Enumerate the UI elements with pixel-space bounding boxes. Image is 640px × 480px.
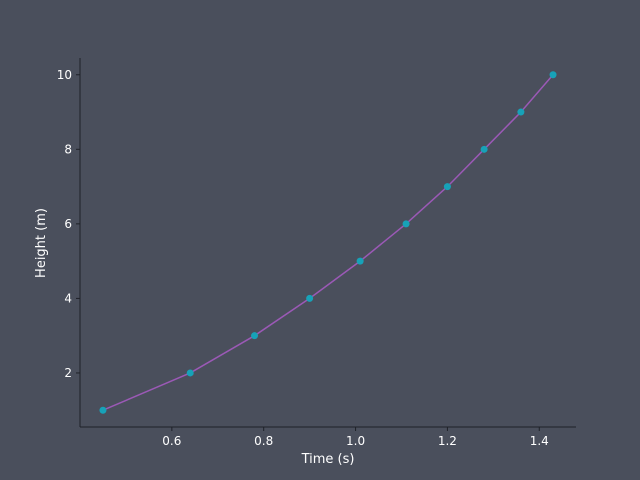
data-point [356,257,364,265]
data-point [99,406,107,414]
data-point [443,183,451,191]
series-line [102,74,554,411]
y-tick-label: 4 [64,291,72,305]
data-point [251,332,259,340]
x-tick-label: 0.8 [254,434,273,448]
data-point [549,71,557,79]
data-point [306,294,314,302]
x-tick-label: 1.2 [438,434,457,448]
y-axis-label: Height (m) [34,208,49,278]
data-point [480,145,488,153]
x-tick-label: 0.6 [162,434,181,448]
y-tick-label: 2 [64,366,72,380]
x-tick-label: 1.0 [346,434,365,448]
plot-area: 0.6 0.8 1.0 1.2 1.4 2 4 6 8 10 [57,58,576,448]
data-point [402,220,410,228]
y-tick-label: 8 [64,142,72,156]
y-tick-label: 10 [57,68,72,82]
x-tick-label: 1.4 [530,434,549,448]
data-point [186,369,194,377]
y-tick-label: 6 [64,217,72,231]
x-axis-label: Time (s) [301,452,355,467]
data-point [517,108,525,116]
